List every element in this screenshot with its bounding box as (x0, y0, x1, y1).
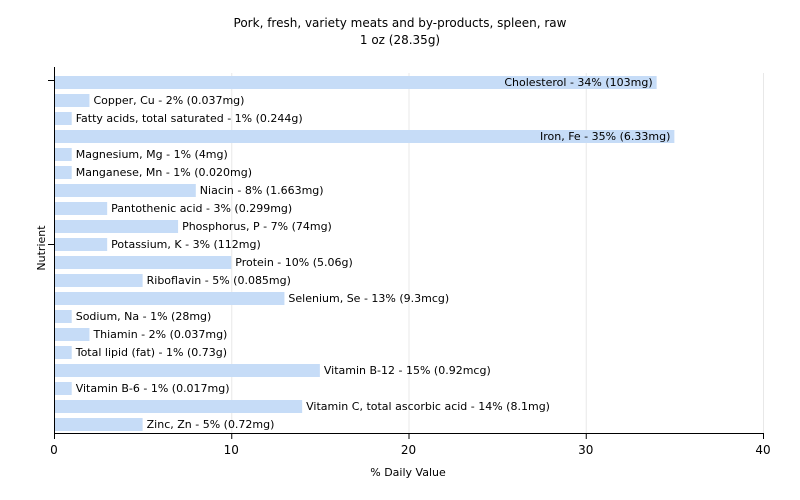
bar (55, 148, 72, 161)
bar-label: Cholesterol - 34% (103mg) (504, 76, 652, 89)
x-tick-label: 40 (755, 443, 770, 457)
bar-label: Protein - 10% (5.06g) (235, 256, 353, 269)
bar (55, 238, 108, 251)
bar-label: Total lipid (fat) - 1% (0.73g) (75, 346, 227, 359)
grid-lines (231, 73, 764, 433)
bar-label: Potassium, K - 3% (112mg) (111, 238, 261, 251)
bar-label: Pantothenic acid - 3% (0.299mg) (111, 202, 292, 215)
bar-label: Magnesium, Mg - 1% (4mg) (76, 148, 228, 161)
bar-label: Riboflavin - 5% (0.085mg) (147, 274, 291, 287)
x-tick-label: 30 (578, 443, 593, 457)
bar (55, 256, 232, 269)
x-tick-label: 10 (224, 443, 239, 457)
bar (55, 292, 285, 305)
bar (55, 94, 90, 107)
bar (55, 310, 72, 323)
bar (55, 76, 657, 89)
bar (55, 418, 143, 431)
chart-title: Pork, fresh, variety meats and by-produc… (234, 16, 567, 30)
bar (55, 112, 72, 125)
bar-label: Manganese, Mn - 1% (0.020mg) (76, 166, 252, 179)
bar-label: Thiamin - 2% (0.037mg) (92, 328, 227, 341)
bar (55, 346, 72, 359)
bar-label: Niacin - 8% (1.663mg) (200, 184, 324, 197)
bar (55, 184, 196, 197)
bars-group: Cholesterol - 34% (103mg) Copper, Cu - 2%… (55, 76, 675, 431)
bar (55, 400, 303, 413)
bar-label: Selenium, Se - 13% (9.3mcg) (288, 292, 449, 305)
bar-label: Vitamin B-12 - 15% (0.92mcg) (324, 364, 491, 377)
bar (55, 274, 143, 287)
bar (55, 382, 72, 395)
bar (55, 166, 72, 179)
x-tick-label: 0 (50, 443, 58, 457)
y-axis-label: Nutrient (35, 225, 48, 271)
bar-label: Vitamin B-6 - 1% (0.017mg) (76, 382, 230, 395)
bar-label: Zinc, Zn - 5% (0.72mg) (147, 418, 275, 431)
bar-label: Copper, Cu - 2% (0.037mg) (93, 94, 244, 107)
x-tick-label: 20 (401, 443, 416, 457)
bar (55, 220, 179, 233)
chart-subtitle: 1 oz (28.35g) (360, 33, 440, 47)
bar (55, 130, 675, 143)
bar-label: Iron, Fe - 35% (6.33mg) (540, 130, 670, 143)
bar-label: Phosphorus, P - 7% (74mg) (182, 220, 332, 233)
x-axis-label: % Daily Value (370, 466, 446, 479)
bar-label: Sodium, Na - 1% (28mg) (76, 310, 212, 323)
bar (55, 328, 90, 341)
bar-label: Fatty acids, total saturated - 1% (0.244… (76, 112, 303, 125)
bar (55, 202, 108, 215)
bar-label: Vitamin C, total ascorbic acid - 14% (8.… (306, 400, 550, 413)
bar (55, 364, 320, 377)
axes-group: 0 10 20 30 40 (48, 67, 771, 457)
